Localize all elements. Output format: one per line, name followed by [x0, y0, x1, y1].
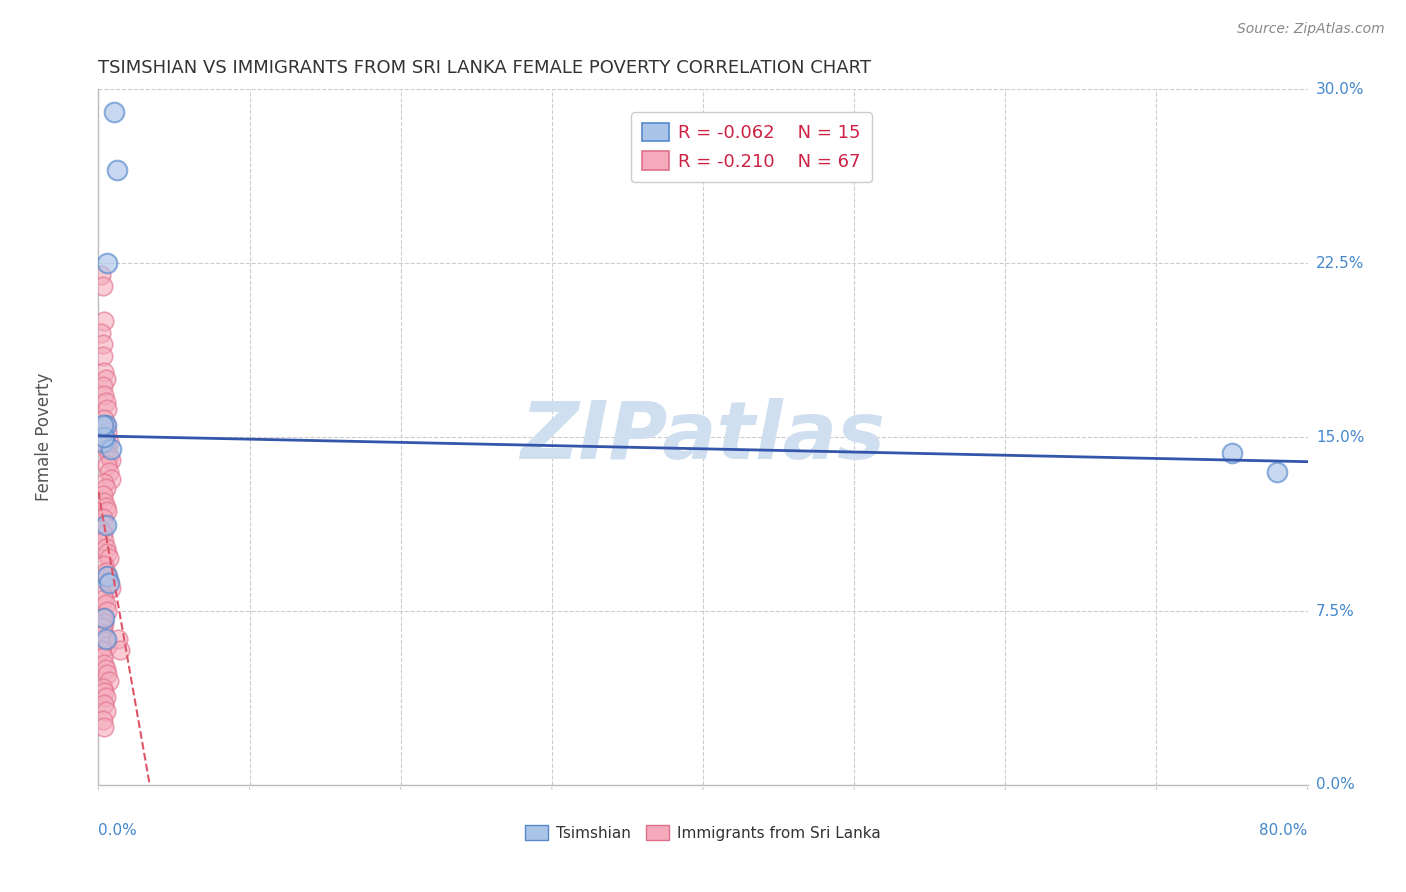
Point	[98, 434, 121, 449]
Point	[94, 565, 117, 579]
Point	[94, 662, 117, 676]
Point	[107, 632, 129, 646]
Point	[96, 666, 118, 681]
Point	[93, 697, 115, 711]
Legend: Tsimshian, Immigrants from Sri Lanka: Tsimshian, Immigrants from Sri Lanka	[519, 819, 887, 847]
Point	[91, 279, 114, 293]
Point	[90, 643, 112, 657]
Point	[96, 504, 118, 518]
Point	[98, 550, 121, 565]
Point	[103, 105, 125, 120]
Point	[94, 690, 117, 704]
Point	[96, 442, 118, 456]
Text: 30.0%: 30.0%	[1316, 82, 1364, 96]
Text: 7.5%: 7.5%	[1316, 604, 1354, 618]
Text: 15.0%: 15.0%	[1316, 430, 1364, 444]
Point	[94, 434, 117, 449]
Point	[93, 365, 115, 379]
Point	[108, 643, 131, 657]
Point	[96, 425, 118, 440]
Point	[94, 372, 117, 386]
Point	[98, 673, 121, 688]
Point	[93, 430, 115, 444]
Point	[91, 620, 114, 634]
Point	[100, 442, 122, 456]
Point	[100, 453, 122, 467]
Point	[98, 449, 121, 463]
Point	[94, 481, 117, 495]
Point	[93, 611, 115, 625]
Point	[94, 518, 117, 533]
Point	[93, 388, 115, 402]
Point	[100, 581, 122, 595]
Text: 0.0%: 0.0%	[1316, 778, 1354, 792]
Point	[91, 511, 114, 525]
Point	[94, 541, 117, 556]
Point	[98, 465, 121, 479]
Text: TSIMSHIAN VS IMMIGRANTS FROM SRI LANKA FEMALE POVERTY CORRELATION CHART: TSIMSHIAN VS IMMIGRANTS FROM SRI LANKA F…	[98, 59, 872, 77]
Point	[91, 418, 114, 433]
Point	[93, 314, 115, 328]
Point	[93, 476, 115, 491]
Point	[90, 268, 112, 282]
Point	[94, 597, 117, 611]
Point	[93, 534, 115, 549]
Point	[91, 681, 114, 695]
Point	[94, 634, 117, 648]
Point	[91, 588, 114, 602]
Point	[96, 604, 118, 618]
Point	[93, 495, 115, 509]
Point	[94, 632, 117, 646]
Point	[96, 256, 118, 270]
Point	[93, 615, 115, 630]
Point	[90, 523, 112, 537]
Point	[91, 713, 114, 727]
Text: 80.0%: 80.0%	[1260, 823, 1308, 838]
Point	[91, 349, 114, 363]
Point	[96, 569, 118, 583]
Point	[98, 576, 121, 591]
Point	[91, 434, 114, 449]
Text: ZIPatlas: ZIPatlas	[520, 398, 886, 476]
Point	[1267, 465, 1289, 479]
Text: Female Poverty: Female Poverty	[35, 373, 53, 501]
Point	[91, 650, 114, 665]
Point	[94, 500, 117, 514]
Point	[94, 704, 117, 718]
Point	[90, 326, 112, 340]
Point	[91, 337, 114, 351]
Point	[96, 402, 118, 417]
Point	[96, 569, 118, 583]
Point	[1220, 446, 1243, 460]
Point	[96, 458, 118, 472]
Point	[100, 472, 122, 486]
Point	[98, 574, 121, 588]
Point	[91, 527, 114, 541]
Point	[91, 611, 114, 625]
Point	[93, 720, 115, 734]
Point	[93, 411, 115, 425]
Point	[91, 379, 114, 393]
Point	[93, 592, 115, 607]
Point	[93, 518, 115, 533]
Text: 22.5%: 22.5%	[1316, 256, 1364, 270]
Point	[105, 163, 128, 178]
Point	[94, 418, 117, 433]
Point	[93, 685, 115, 699]
Point	[94, 395, 117, 409]
Point	[96, 639, 118, 653]
Text: Source: ZipAtlas.com: Source: ZipAtlas.com	[1237, 22, 1385, 37]
Point	[93, 627, 115, 641]
Point	[93, 558, 115, 572]
Text: 0.0%: 0.0%	[98, 823, 138, 838]
Point	[91, 488, 114, 502]
Point	[93, 657, 115, 672]
Point	[94, 418, 117, 433]
Point	[96, 546, 118, 560]
